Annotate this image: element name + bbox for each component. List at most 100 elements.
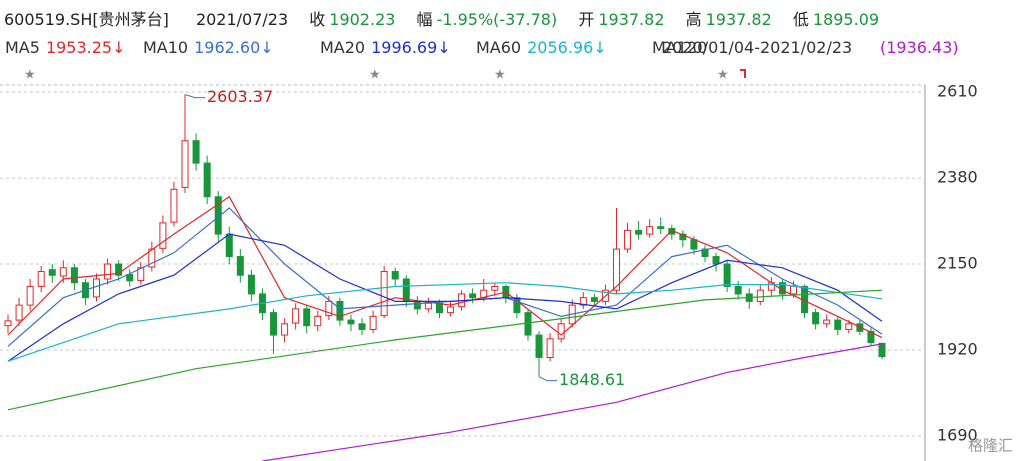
candle-body: [347, 319, 355, 325]
candle-body: [690, 239, 698, 250]
marker-flag: [740, 69, 746, 78]
candle-body: [413, 300, 421, 310]
range-text: 2020/01/04-2021/02/23: [662, 38, 853, 57]
candle-body: [424, 302, 432, 310]
candle-body: [391, 271, 399, 280]
y-tick-label: 1690: [937, 425, 978, 444]
stock-code: 600519.SH[贵州茅台]: [4, 10, 169, 29]
candle-body: [491, 285, 499, 291]
ma-line: [7, 282, 883, 362]
candle-body: [37, 271, 45, 287]
candle-body: [203, 162, 211, 198]
candle-body: [4, 320, 12, 327]
candle-body: [358, 323, 366, 330]
candle-body: [281, 323, 289, 336]
annotation: 1848.61: [559, 370, 625, 389]
candle-body: [557, 323, 565, 340]
annotation-leader: [538, 376, 558, 382]
plot-area: [4, 94, 886, 461]
ma-line: [7, 289, 883, 411]
low-label: 低: [792, 10, 809, 29]
candle-body: [845, 323, 853, 330]
candle-body: [137, 267, 145, 281]
candle-body: [590, 297, 598, 302]
legend-value: 1996.69↓: [371, 38, 451, 57]
candle-body: [369, 315, 377, 330]
candle-body: [236, 256, 244, 276]
candle-body: [70, 267, 78, 284]
legend-name: MA60: [476, 38, 522, 57]
ma-legend: MA5 1953.25↓ MA10 1962.60↓ MA20 1996.69↓ MA60 2…: [0, 38, 1033, 60]
change-value: -1.95%(-37.78): [436, 10, 558, 29]
candle-body: [447, 306, 455, 314]
annotation-leader: [184, 94, 206, 99]
y-tick-label: 2610: [937, 82, 978, 101]
close-label: 收: [309, 10, 326, 29]
candle-body: [225, 233, 233, 258]
candle-body: [624, 229, 632, 250]
candle-body: [646, 226, 654, 235]
y-tick-label: 1920: [937, 339, 978, 358]
candle-body: [812, 312, 820, 325]
candle-body: [756, 289, 764, 302]
candle-body: [579, 297, 587, 306]
star: ★: [369, 68, 381, 83]
high-label: 高: [685, 10, 702, 29]
ma-line: [7, 233, 883, 362]
candle-body: [181, 140, 189, 188]
candle-body: [535, 334, 543, 358]
candle-body: [435, 302, 443, 314]
candle-body: [635, 229, 643, 235]
star: ★: [494, 68, 506, 83]
candle-body: [734, 285, 742, 295]
date: 2021/07/23: [195, 10, 289, 29]
candle-body: [59, 267, 67, 277]
candle-body: [270, 312, 278, 336]
candle-body: [524, 312, 532, 336]
legend-value: 2056.96↓: [527, 38, 607, 57]
legend-value: (1936.43): [880, 38, 959, 57]
low-value: 1895.09: [812, 10, 880, 29]
legend-value: 1953.25↓: [45, 38, 126, 57]
candle-body: [93, 278, 101, 298]
candle-body: [823, 319, 831, 325]
legend-name: MA120: [652, 38, 708, 57]
legend-value: 1962.60↓: [194, 38, 274, 57]
close-value: 1902.23: [329, 10, 396, 29]
legend-name: MA10: [143, 38, 189, 57]
ma-line: [7, 195, 883, 339]
candle-body: [292, 308, 300, 324]
event-markers: ★ ★ ★ ★: [24, 68, 729, 83]
candle-body: [214, 196, 222, 235]
candle-body: [834, 319, 842, 330]
candle-body: [247, 274, 255, 295]
open-value: 1937.82: [598, 10, 665, 29]
annotation: 2603.37: [207, 87, 273, 106]
open-label: 开: [578, 10, 595, 29]
candle-body: [513, 297, 521, 314]
y-tick-label: 2150: [937, 254, 978, 273]
candle-body: [303, 308, 311, 327]
y-tick-label: 2380: [937, 168, 978, 187]
star: ★: [24, 68, 36, 83]
candle-body: [325, 300, 333, 317]
candle-body: [789, 285, 797, 295]
candle-body: [170, 188, 178, 223]
candle-body: [402, 278, 410, 302]
candle-body: [712, 256, 720, 265]
candle-body: [115, 263, 123, 276]
candle-body: [192, 140, 200, 164]
candle-body: [878, 342, 886, 358]
candle-body: [679, 233, 687, 241]
candle-body: [126, 273, 134, 282]
candle-body: [723, 263, 731, 287]
watermark: 格隆汇: [968, 437, 1013, 455]
candle-body: [546, 338, 554, 358]
ma-line: [262, 343, 883, 461]
candle-body: [867, 330, 875, 344]
candle-body: [159, 222, 167, 249]
candle-body: [380, 271, 388, 317]
candle-body: [612, 248, 620, 291]
candle-body: [15, 304, 23, 321]
candle-body: [26, 285, 34, 306]
